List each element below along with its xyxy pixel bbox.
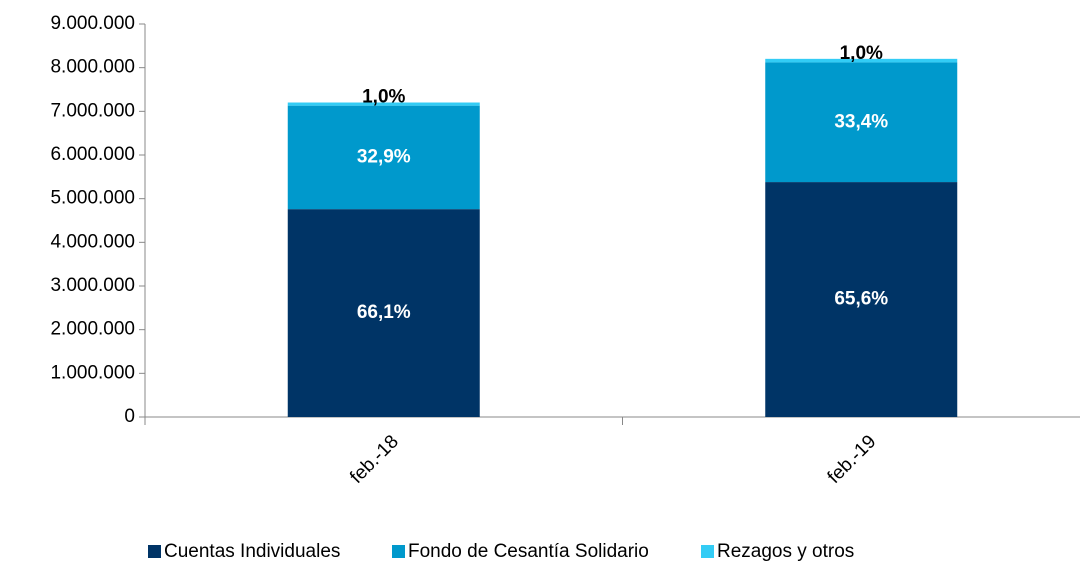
share-label: 1,0%: [362, 87, 405, 108]
legend-label: Cuentas Individuales: [164, 541, 340, 562]
share-label: 32,9%: [357, 146, 411, 167]
y-tick-label: 3.000.000: [50, 275, 135, 296]
y-tick-label: 9.000.000: [50, 13, 135, 34]
y-tick-label: 8.000.000: [50, 57, 135, 78]
y-tick-label: 7.000.000: [50, 100, 135, 121]
y-tick-label: 2.000.000: [50, 319, 135, 340]
legend-label: Fondo de Cesantía Solidario: [408, 541, 649, 562]
bar-segment: [765, 58, 958, 63]
bar-segment: [765, 62, 958, 183]
share-label: 1,0%: [840, 43, 883, 64]
y-tick-label: 0: [124, 406, 135, 427]
y-tick-label: 6.000.000: [50, 144, 135, 165]
share-label: 65,6%: [834, 289, 888, 310]
y-tick-label: 4.000.000: [50, 231, 135, 252]
bar-segment: [765, 182, 958, 417]
legend-swatch: [701, 545, 714, 558]
bar-segment: [287, 102, 480, 106]
share-label: 66,1%: [357, 302, 411, 323]
legend-swatch: [148, 545, 161, 558]
legend-label: Rezagos y otros: [717, 541, 854, 562]
bar-segment: [287, 105, 480, 210]
x-tick-label: feb.-19: [824, 431, 881, 488]
x-tick-label: feb.-18: [346, 431, 403, 488]
y-tick-label: 1.000.000: [50, 362, 135, 383]
y-tick-label: 5.000.000: [50, 188, 135, 209]
legend-swatch: [392, 545, 405, 558]
bar-segment: [287, 209, 480, 417]
share-label: 33,4%: [834, 111, 888, 132]
